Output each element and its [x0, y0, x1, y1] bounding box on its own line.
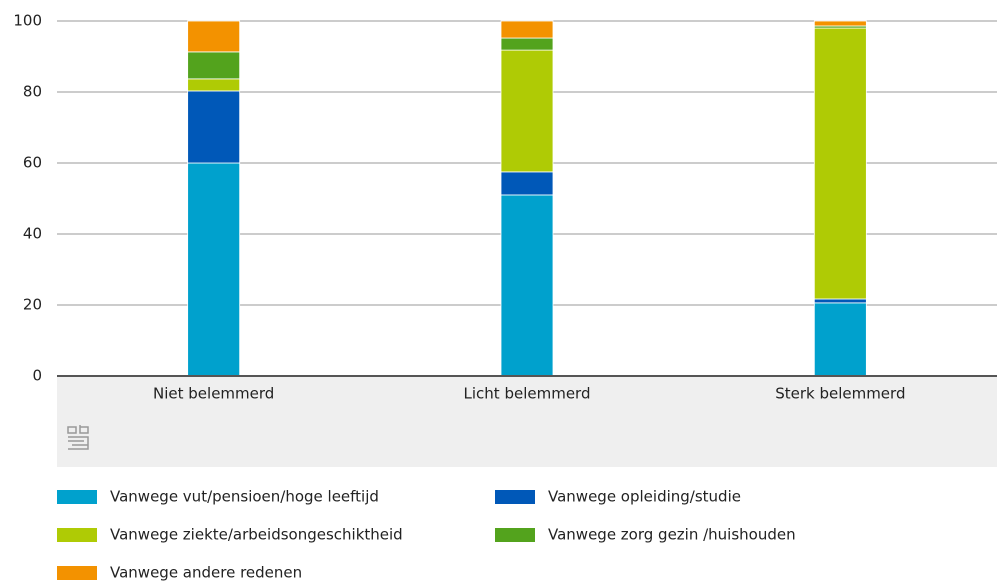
legend-label: Vanwege ziekte/arbeidsongeschiktheid — [110, 526, 403, 544]
bar-segment — [500, 20, 554, 39]
y-tick-label: 40 — [23, 225, 42, 243]
bar-segment — [500, 49, 554, 173]
bar-segment — [187, 162, 241, 377]
x-axis-band — [57, 376, 997, 467]
legend-swatch — [57, 566, 97, 580]
bar-segment — [187, 90, 241, 164]
legend-swatch — [495, 528, 535, 542]
bar-segment — [500, 37, 554, 51]
legend-label: Vanwege opleiding/studie — [548, 488, 741, 506]
legend-swatch — [57, 490, 97, 504]
legend-swatch — [495, 490, 535, 504]
bar-segment — [813, 27, 867, 300]
y-tick-label: 80 — [23, 83, 42, 101]
bar-segment — [500, 194, 554, 377]
bar-segment — [813, 298, 867, 304]
x-tick-label: Licht belemmerd — [464, 385, 591, 403]
bar-segment — [187, 20, 241, 53]
x-tick-label: Niet belemmerd — [153, 385, 274, 403]
bar-segment — [187, 78, 241, 92]
legend-label: Vanwege zorg gezin /huishouden — [548, 526, 796, 544]
x-tick-label: Sterk belemmerd — [775, 385, 905, 403]
y-tick-label: 100 — [13, 12, 42, 30]
cbs-logo — [67, 425, 89, 450]
legend-swatch — [57, 528, 97, 542]
bar-segment — [500, 171, 554, 196]
legend-label: Vanwege andere redenen — [110, 564, 302, 581]
bar-segment — [813, 302, 867, 377]
y-tick-label: 0 — [32, 367, 42, 385]
bar-segment — [187, 51, 241, 80]
legend-label: Vanwege vut/pensioen/hoge leeftijd — [110, 488, 379, 506]
y-tick-label: 60 — [23, 154, 42, 172]
bar-segment — [813, 20, 867, 27]
y-tick-label: 20 — [23, 296, 42, 314]
